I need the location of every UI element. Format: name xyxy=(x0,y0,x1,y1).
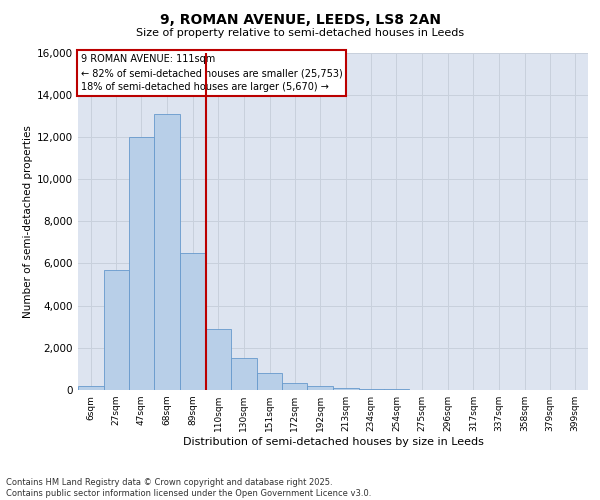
Bar xyxy=(154,114,180,390)
Bar xyxy=(283,382,307,390)
Text: Size of property relative to semi-detached houses in Leeds: Size of property relative to semi-detach… xyxy=(136,28,464,38)
Bar xyxy=(78,386,104,390)
Bar xyxy=(180,253,206,390)
Bar xyxy=(383,389,409,390)
Text: 9, ROMAN AVENUE, LEEDS, LS8 2AN: 9, ROMAN AVENUE, LEEDS, LS8 2AN xyxy=(160,12,440,26)
Text: 9 ROMAN AVENUE: 111sqm
← 82% of semi-detached houses are smaller (25,753)
18% of: 9 ROMAN AVENUE: 111sqm ← 82% of semi-det… xyxy=(80,54,342,92)
Bar xyxy=(128,137,154,390)
Bar xyxy=(231,358,257,390)
Y-axis label: Number of semi-detached properties: Number of semi-detached properties xyxy=(23,125,33,318)
Bar xyxy=(257,373,283,390)
Bar xyxy=(206,329,231,390)
X-axis label: Distribution of semi-detached houses by size in Leeds: Distribution of semi-detached houses by … xyxy=(182,437,484,447)
Bar xyxy=(359,388,383,390)
Text: Contains HM Land Registry data © Crown copyright and database right 2025.
Contai: Contains HM Land Registry data © Crown c… xyxy=(6,478,371,498)
Bar xyxy=(104,270,128,390)
Bar xyxy=(333,388,359,390)
Bar xyxy=(307,386,333,390)
